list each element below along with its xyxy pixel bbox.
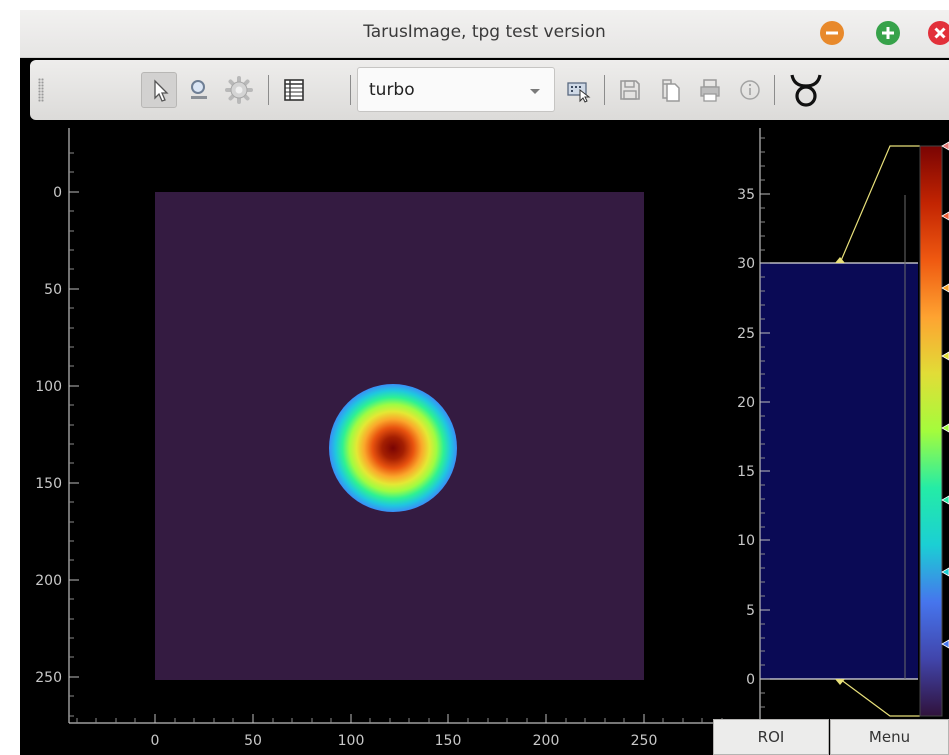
colorbar[interactable] <box>919 141 949 717</box>
table-tool-button[interactable] <box>276 72 312 108</box>
close-button[interactable] <box>928 21 949 45</box>
level-max-handle[interactable] <box>835 257 845 263</box>
pointer-icon <box>154 79 169 102</box>
toolbar-separator <box>350 75 351 105</box>
histogram-tick-label: 10 <box>737 533 755 549</box>
histogram-tick-label: 30 <box>737 256 755 272</box>
x-axis: 0 50 100 150 200 250 <box>69 714 732 749</box>
toolbar-separator <box>604 75 605 105</box>
y-tick-label: 200 <box>35 573 62 589</box>
print-button[interactable] <box>692 72 728 108</box>
menu-button[interactable]: Menu <box>830 719 949 755</box>
level-min-handle[interactable] <box>835 679 845 685</box>
pick-region-icon <box>567 82 591 103</box>
plot-area: 0 50 100 150 200 250 <box>20 120 949 755</box>
table-icon <box>284 79 304 101</box>
info-icon <box>740 80 760 100</box>
zoom-tool-button[interactable] <box>181 72 217 108</box>
x-tick-label: 200 <box>533 733 560 749</box>
histogram-panel[interactable]: 35 30 25 20 15 10 5 0 <box>737 128 920 723</box>
settings-icon <box>225 76 253 104</box>
histogram-level-region[interactable] <box>760 263 918 679</box>
y-tick-label: 250 <box>35 670 62 686</box>
app-window: TarusImage, tpg test version <box>20 10 949 755</box>
desktop-background <box>0 0 20 755</box>
intensity-spot <box>329 384 457 512</box>
x-tick-label: 150 <box>435 733 462 749</box>
pointer-tool-button[interactable] <box>141 72 177 108</box>
settings-tool-button[interactable] <box>221 72 257 108</box>
copy-icon <box>662 79 680 102</box>
taurus-logo-button[interactable] <box>782 72 830 108</box>
maximize-icon <box>876 21 900 45</box>
print-icon <box>700 79 720 102</box>
x-tick-label: 0 <box>151 733 160 749</box>
y-axis: 0 50 100 150 200 250 <box>35 128 79 723</box>
save-icon <box>620 80 640 100</box>
toolbar-grip[interactable] <box>38 78 44 102</box>
level-min-connector <box>839 678 920 717</box>
pick-region-button[interactable] <box>560 72 596 108</box>
x-tick-label: 100 <box>338 733 365 749</box>
x-tick-label: 50 <box>244 733 262 749</box>
image-view[interactable] <box>155 192 644 680</box>
histogram-tick-label: 0 <box>746 672 755 688</box>
taurus-logo-icon <box>790 74 822 107</box>
y-tick-label: 0 <box>53 185 62 201</box>
histogram-tick-label: 5 <box>746 603 755 619</box>
level-max-connector <box>839 145 920 264</box>
y-tick-label: 50 <box>44 282 62 298</box>
y-tick-label: 150 <box>35 476 62 492</box>
histogram-tick-label: 15 <box>737 464 755 480</box>
histogram-tick-label: 20 <box>737 395 755 411</box>
copy-button[interactable] <box>652 72 688 108</box>
save-button[interactable] <box>612 72 648 108</box>
colormap-value: turbo <box>369 80 415 100</box>
close-icon <box>928 21 949 45</box>
roi-button[interactable]: ROI <box>713 719 829 755</box>
main-toolbar: turbo <box>30 60 949 120</box>
chevron-down-icon <box>530 89 540 94</box>
maximize-button[interactable] <box>876 21 900 45</box>
histogram-tick-label: 25 <box>737 326 755 342</box>
y-tick-label: 100 <box>35 379 62 395</box>
toolbar-separator <box>774 75 775 105</box>
histogram-tick-label: 35 <box>737 187 755 203</box>
colormap-select[interactable]: turbo <box>357 67 555 112</box>
toolbar-separator <box>268 75 269 105</box>
minimize-button[interactable] <box>820 21 844 45</box>
title-bar[interactable]: TarusImage, tpg test version <box>20 10 949 58</box>
x-tick-label: 250 <box>631 733 658 749</box>
info-button[interactable] <box>732 72 768 108</box>
window-title: TarusImage, tpg test version <box>363 22 606 42</box>
colorbar-gradient <box>919 145 943 717</box>
zoom-icon <box>191 80 207 99</box>
minimize-icon <box>820 21 844 45</box>
